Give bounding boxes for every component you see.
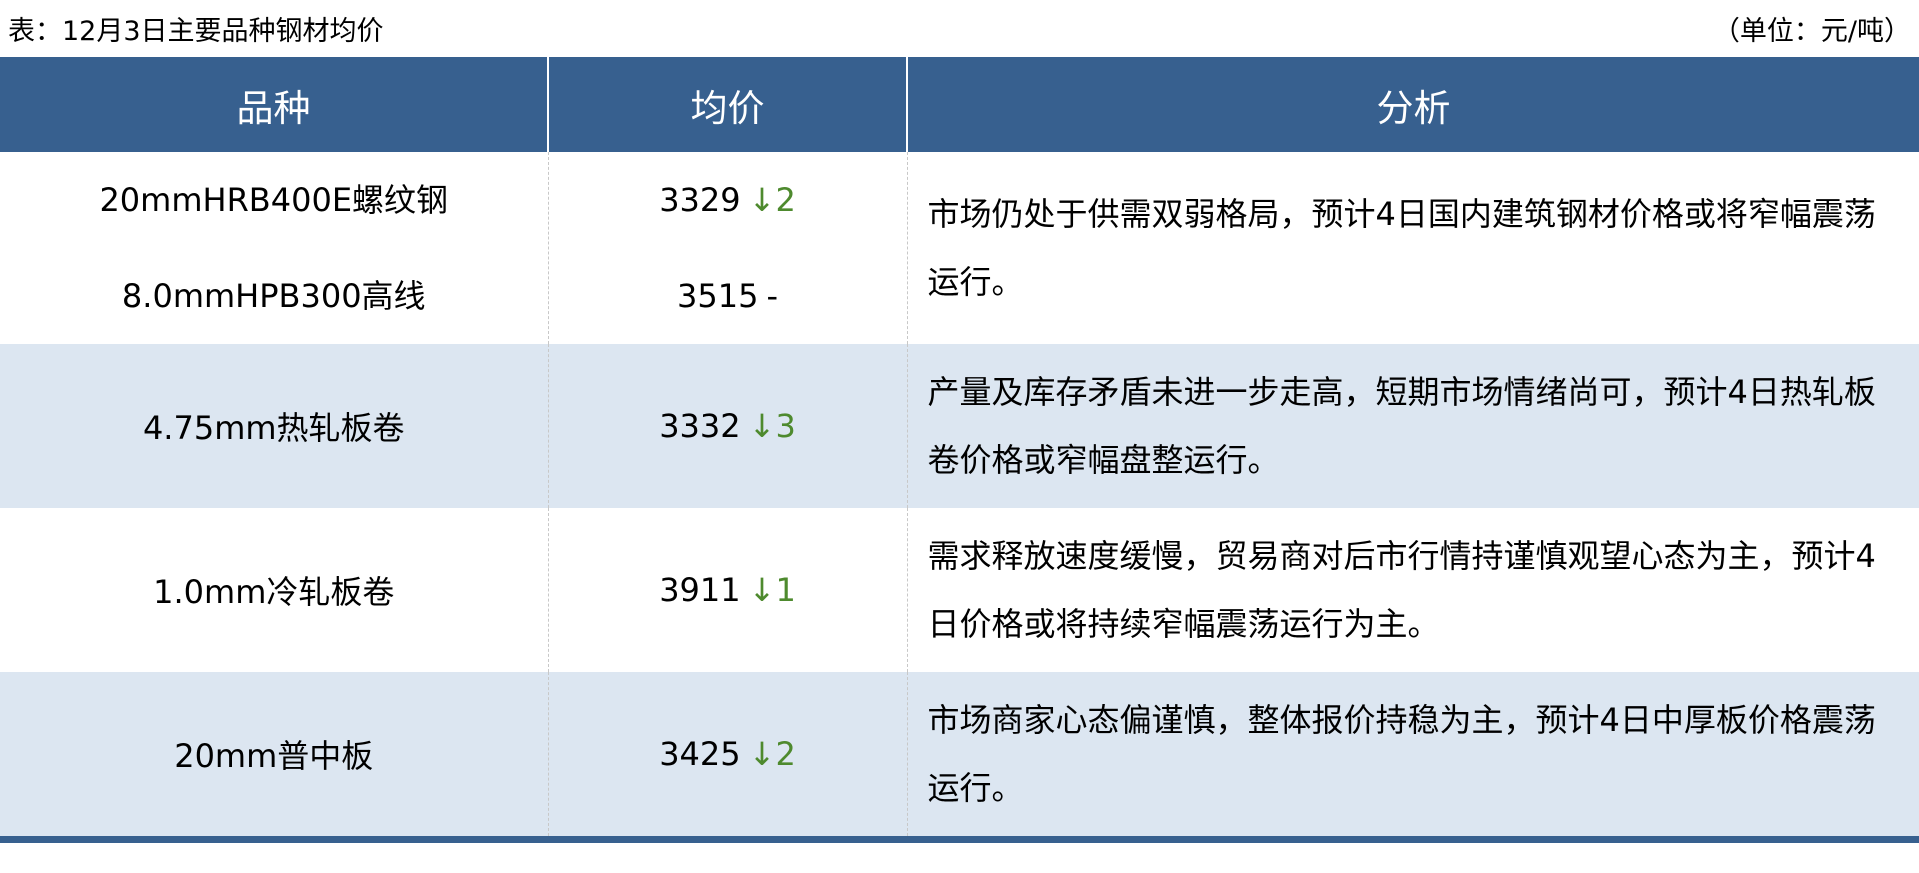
variety-name: 4.75mm热轧板卷 [0, 344, 548, 508]
price-value: 3329 [659, 181, 741, 219]
analysis-cell: 产量及库存矛盾未进一步走高，短期市场情绪尚可，预计4日热轧板卷价格或窄幅盘整运行… [906, 344, 1919, 508]
price-value: 3425 [659, 735, 741, 773]
price-cell: 3425 ↓2 [547, 672, 907, 843]
price-cell: 3911 ↓1 [547, 508, 907, 672]
table-title: 表：12月3日主要品种钢材均价 [8, 16, 384, 47]
price-change-down: ↓2 [748, 735, 796, 773]
variety-name: 1.0mm冷轧板卷 [153, 573, 395, 611]
price-value: 3332 [659, 407, 741, 445]
table-row: 4.75mm热轧板卷 3332 ↓3 产量及库存矛盾未进一步走高，短期市场情绪尚可… [0, 344, 1919, 508]
header-variety: 品种 [0, 57, 548, 152]
price-value: 3911 [659, 571, 741, 609]
header-row: 品种 均价 分析 [0, 57, 1919, 152]
price-cell: 3332 ↓3 [547, 344, 907, 508]
variety-name: 8.0mmHPB300高线 [121, 277, 426, 315]
price-change-down: ↓2 [748, 181, 796, 219]
price-change-flat: - [766, 277, 778, 315]
table-row: 1.0mm冷轧板卷 3911 ↓1 需求释放速度缓慢，贸易商对后市行情持谨慎观望心… [0, 508, 1919, 672]
analysis-cell: 市场商家心态偏谨慎，整体报价持稳为主，预计4日中厚板价格震荡运行。 [906, 672, 1919, 843]
table-caption: 表：12月3日主要品种钢材均价 （单位：元/吨） [0, 0, 1919, 57]
variety-name: 20mmHRB400E螺纹钢 [99, 181, 449, 219]
unit-label: （单位：元/吨） [1712, 16, 1911, 47]
analysis-cell: 需求释放速度缓慢，贸易商对后市行情持谨慎观望心态为主，预计4日价格或将持续窄幅震… [906, 508, 1919, 672]
table-row: 20mm普中板 3425 ↓2 市场商家心态偏谨慎，整体报价持稳为主，预计4日中厚… [0, 672, 1919, 843]
steel-price-table: 品种 均价 分析 20mmHRB400E螺纹钢 8.0mmHPB300高线 33… [0, 57, 1919, 843]
price-value: 3515 [677, 277, 759, 315]
analysis-cell: 市场仍处于供需双弱格局，预计4日国内建筑钢材价格或将窄幅震荡运行。 [906, 152, 1919, 344]
price-change-down: ↓3 [748, 407, 796, 445]
variety-name: 20mm普中板 [0, 672, 548, 843]
price-cell: 3329 ↓2 3515- [547, 152, 907, 344]
header-price: 均价 [547, 57, 907, 152]
header-analysis: 分析 [906, 57, 1919, 152]
price-change-down: ↓1 [748, 571, 796, 609]
table-row: 20mmHRB400E螺纹钢 8.0mmHPB300高线 3329 ↓2 3515… [0, 152, 1919, 344]
variety-cell: 20mmHRB400E螺纹钢 8.0mmHPB300高线 [0, 152, 548, 344]
